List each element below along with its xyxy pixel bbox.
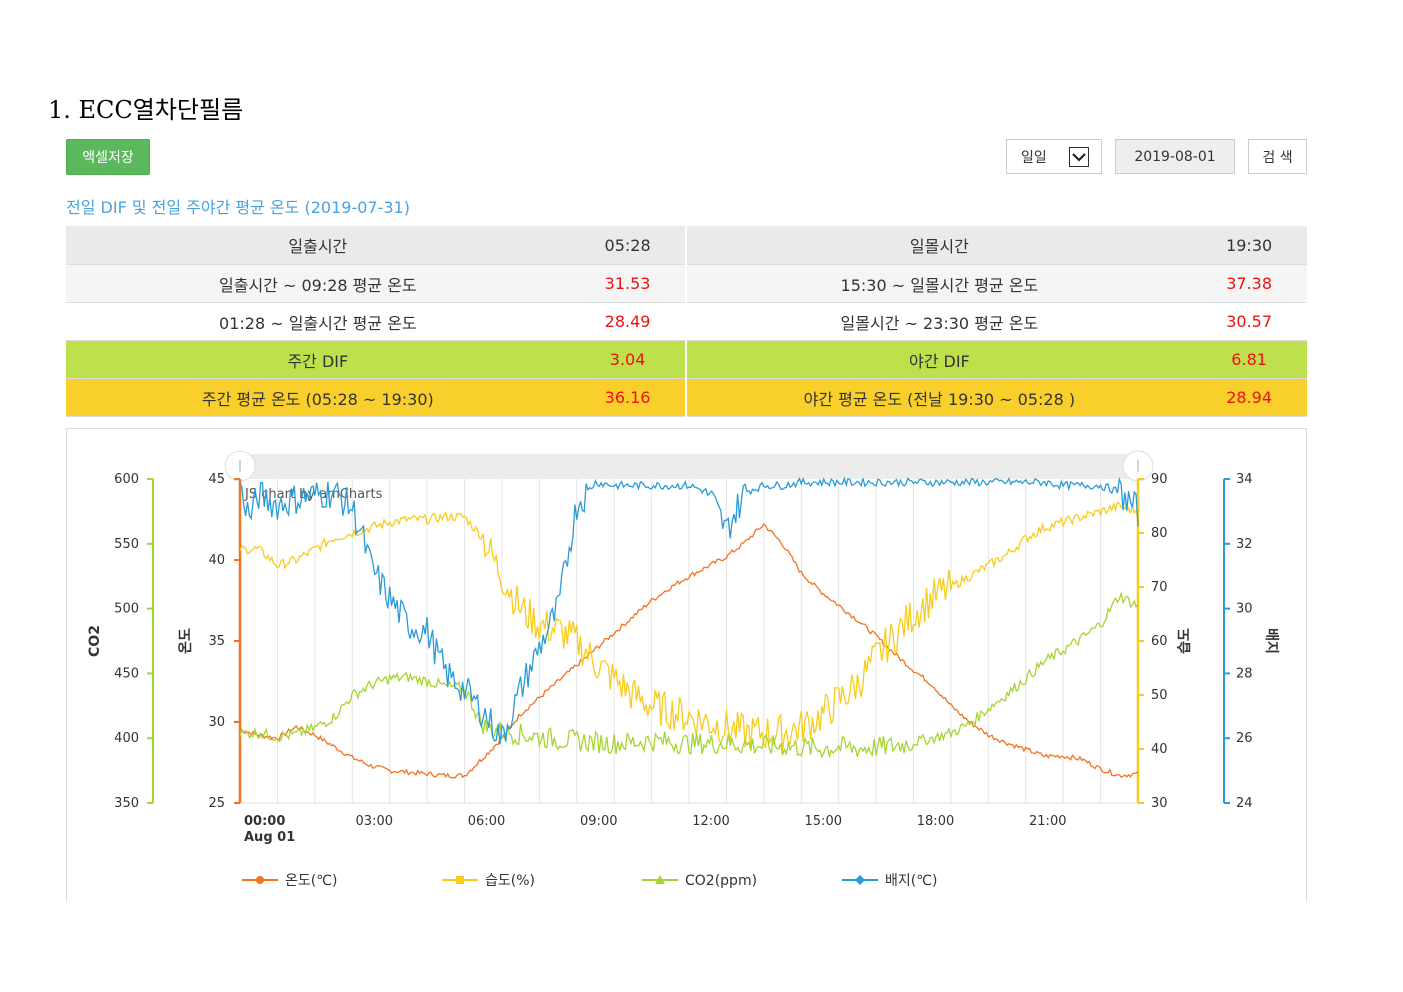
x-axis-tick-label: 15:00 [805,814,842,829]
co2-axis-tick-label: 350 [114,796,139,811]
co2-axis-tick-label: 500 [114,602,139,617]
co2-axis-tick-label: 400 [114,731,139,746]
table-cell-label: 야간 평균 온도 (전날 19:30 ~ 05:28 ) [686,378,1192,417]
humidity-axis-tick-label: 70 [1151,580,1168,595]
table-row: 주간 평균 온도 (05:28 ~ 19:30) 36.16 야간 평균 온도 … [66,378,1307,417]
co2-axis-tick-label: 550 [114,537,139,552]
co2-axis-tick-label: 450 [114,666,139,681]
media-series-line [239,476,1139,745]
search-button[interactable]: 검 색 [1248,139,1307,174]
legend-marker-circle [256,876,264,884]
table-cell-label: 일몰시간 ~ 23:30 평균 온도 [686,302,1192,341]
legend-marker-diamond [855,875,865,885]
page-title: 1. ECC열차단필름 [48,96,244,124]
media-axis-tick-label: 26 [1236,731,1253,746]
table-cell-value: 28.94 [1191,378,1307,417]
chart-container: JS chart by amCharts 600 550 500 450 400 350 CO… [66,428,1307,902]
x-axis-tick-label: 21:00 [1029,814,1066,829]
media-axis-title: 배지 [1263,628,1279,654]
temp-axis-tick-label: 45 [208,472,225,487]
table-cell-label: 일출시간 ~ 09:28 평균 온도 [66,264,570,303]
legend-marker-triangle [655,875,665,884]
table-cell-value: 3.04 [569,340,688,379]
co2-axis-title: CO2 [87,625,103,657]
table-cell-label: 일출시간 [66,226,570,265]
media-axis-tick-label: 32 [1236,537,1253,552]
temp-axis-tick-label: 25 [208,796,225,811]
humidity-axis-tick-label: 80 [1151,526,1168,541]
period-select-value: 일일 [1021,149,1047,166]
humidity-axis-tick-label: 50 [1151,688,1168,703]
table-cell-value: 6.81 [1191,340,1307,379]
temp-axis-tick-label: 30 [208,715,225,730]
table-cell-label: 주간 DIF [66,340,570,379]
legend-label: 습도(%) [485,873,535,889]
temp-axis-tick-label: 35 [208,634,225,649]
table-cell-value: 19:30 [1191,226,1307,265]
media-axis-tick-label: 34 [1236,472,1253,487]
chart-scrollbar[interactable] [240,454,1138,479]
table-cell-label: 15:30 ~ 일몰시간 평균 온도 [686,264,1192,303]
x-axis-tick-label: 03:00 [356,814,393,829]
table-row: 01:28 ~ 일출시간 평균 온도 28.49 일몰시간 ~ 23:30 평균… [66,302,1307,341]
table-row: 일출시간 ~ 09:28 평균 온도 31.53 15:30 ~ 일몰시간 평균… [66,264,1307,303]
x-axis-tick-label: 06:00 [468,814,505,829]
co2-series-line [239,591,1139,759]
humidity-axis-tick-label: 40 [1151,742,1168,757]
table-cell-label: 01:28 ~ 일출시간 평균 온도 [66,302,570,341]
period-select[interactable]: 일일 [1006,139,1102,174]
x-axis-tick-label: 00:00 [244,814,285,829]
table-cell-value: 31.53 [569,264,688,303]
summary-table: 일출시간 05:28 일몰시간 19:30 일출시간 ~ 09:28 평균 온도… [66,226,1307,417]
media-axis-tick-label: 24 [1236,796,1253,811]
x-axis-tick-label: 18:00 [917,814,954,829]
table-cell-label: 주간 평균 온도 (05:28 ~ 19:30) [66,378,570,417]
legend-label: CO2(ppm) [685,873,757,889]
table-cell-value: 05:28 [569,226,688,265]
summary-subtitle: 전일 DIF 및 전일 주야간 평균 온도 (2019-07-31) [66,198,410,217]
excel-save-button[interactable]: 액셀저장 [66,139,150,175]
humidity-axis-title: 습도 [1177,628,1193,654]
table-cell-value: 36.16 [569,378,688,417]
legend-label: 배지(℃) [885,873,937,889]
humidity-series-line [239,501,1139,752]
legend-label: 온도(℃) [285,873,337,889]
temp-axis-title: 온도 [178,628,194,654]
x-axis-date-label: Aug 01 [244,830,295,845]
co2-axis-tick-label: 600 [114,472,139,487]
table-row: 일출시간 05:28 일몰시간 19:30 [66,226,1307,265]
humidity-axis-tick-label: 30 [1151,796,1168,811]
humidity-axis-tick-label: 90 [1151,472,1168,487]
table-cell-value: 37.38 [1191,264,1307,303]
media-axis-tick-label: 28 [1236,666,1253,681]
table-cell-value: 28.49 [569,302,688,341]
table-cell-label: 야간 DIF [686,340,1192,379]
media-axis-tick-label: 30 [1236,602,1253,617]
table-cell-value: 30.57 [1191,302,1307,341]
table-row: 주간 DIF 3.04 야간 DIF 6.81 [66,340,1307,379]
chevron-down-icon[interactable] [1069,146,1089,167]
x-axis-tick-label: 12:00 [692,814,729,829]
x-axis-tick-label: 09:00 [580,814,617,829]
legend-marker-square [456,876,464,884]
sensor-line-chart: JS chart by amCharts600550500450400350CO… [87,450,1279,889]
temp-axis-tick-label: 40 [208,553,225,568]
humidity-axis-tick-label: 60 [1151,634,1168,649]
date-input[interactable]: 2019-08-01 [1115,139,1235,174]
temp-series-line [239,523,1139,779]
table-cell-label: 일몰시간 [686,226,1192,265]
